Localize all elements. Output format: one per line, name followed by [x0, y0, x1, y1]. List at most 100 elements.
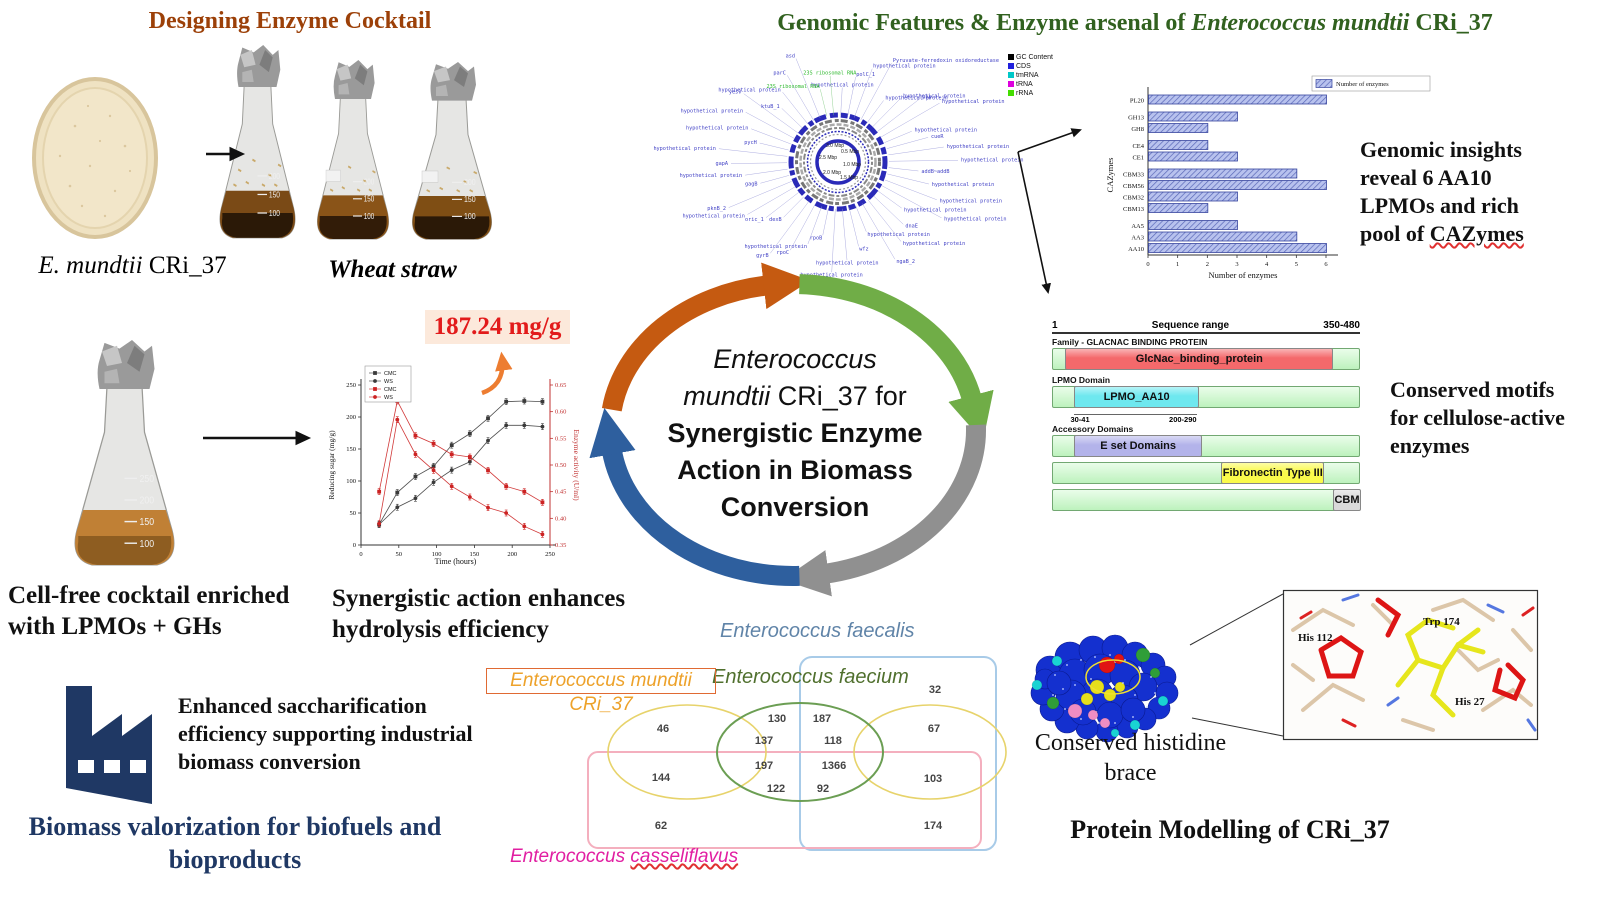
rect-decor — [245, 180, 250, 185]
text-decor: CBM13 — [1123, 206, 1144, 213]
domain-header-center: Sequence range — [1151, 320, 1230, 331]
text-decor: AA5 — [1131, 223, 1144, 230]
domain-segment: CBM — [1332, 489, 1361, 511]
text-decor: pycH — [744, 140, 757, 146]
venn-label-mundtii: Enterococcus mundtii CRi_37 — [486, 668, 716, 715]
text-decor: 6 — [1324, 261, 1328, 268]
domain-range-start: 30-41 — [1070, 415, 1090, 424]
genome-legend-swatch — [1008, 72, 1014, 78]
polyline-decor — [1401, 718, 1435, 732]
circle-decor — [123, 144, 127, 148]
genome-legend-item: CDS — [1008, 62, 1053, 71]
rect-decor — [1315, 79, 1333, 88]
text-decor: hypothetical protein — [903, 93, 965, 99]
circle-decor — [540, 424, 545, 429]
circle-decor — [373, 379, 377, 383]
text-decor: ngaB_2 — [896, 259, 915, 265]
line-decor — [745, 112, 795, 139]
text-decor: CAZymes — [1105, 158, 1115, 193]
polyline-decor — [1291, 607, 1355, 632]
e-mundtii-label-italic: E. mundtii — [38, 252, 143, 279]
text-decor: 250 — [346, 382, 356, 389]
text-decor: hypothetical protein — [718, 87, 780, 93]
text-decor: php — [922, 94, 931, 100]
polyline-decor — [1455, 627, 1481, 648]
text-decor: WS — [384, 379, 393, 385]
bar-CBM33 — [1148, 168, 1298, 179]
circle-decor — [1094, 656, 1096, 658]
text-decor: Pyruvate-ferredoxin oxidoreductase — [893, 58, 999, 64]
venn-label-casseliflavus: Enterococcus casseliflavus — [510, 846, 738, 868]
factory-icon — [66, 686, 152, 804]
venn-count: 122 — [766, 783, 786, 795]
polyline-decor — [378, 424, 543, 525]
rect-decor — [473, 170, 478, 175]
text-decor: 200 — [464, 178, 476, 188]
text-decor: pknB_2 — [707, 206, 726, 212]
cycle-arrow-blue — [589, 408, 800, 586]
text-decor: CE4 — [1132, 143, 1144, 150]
wheat-straw-flask-1: 200 150 100 — [219, 45, 296, 239]
genome-legend-label: GC Content — [1016, 54, 1053, 61]
circle-decor — [86, 104, 90, 108]
circle-decor — [809, 133, 867, 191]
circle-decor — [1054, 674, 1056, 676]
circle-decor — [540, 532, 545, 537]
rect-decor — [373, 371, 377, 375]
text-decor: 150 — [269, 190, 280, 200]
text-decor: 100 — [432, 551, 442, 558]
text-decor: 150 — [464, 195, 476, 205]
line-decor — [807, 206, 822, 245]
polyline-decor — [1511, 628, 1533, 652]
line-decor — [787, 75, 814, 121]
text-decor: 3.0 Mbp — [826, 143, 844, 149]
circle-decor — [1114, 722, 1116, 724]
text-decor: 200 — [507, 551, 517, 558]
text-decor: 0.35 — [555, 542, 566, 549]
circle-decor — [815, 139, 861, 185]
ellipse-decor — [42, 87, 148, 229]
hydrolysis-line-chart: 0 50 100 150 200 2500501001502002500.350.400.… — [327, 365, 581, 566]
text-decor: 4 — [1265, 261, 1269, 268]
rect-decor — [467, 431, 472, 436]
bar-AA5 — [1148, 220, 1238, 230]
text-decor: 100 — [346, 478, 356, 485]
text-decor: 0 — [359, 551, 362, 558]
cell-free-cocktail-flask: 250 200 150 100 — [74, 340, 175, 566]
polygon-decor — [259, 49, 273, 73]
venn-casseliflavus-species: casseliflavus — [630, 846, 739, 867]
rect-decor — [395, 490, 400, 495]
genome-legend-item: rRNA — [1008, 89, 1053, 98]
circle-decor — [1080, 718, 1082, 720]
polyline-decor — [1341, 718, 1357, 728]
wheat-straw-flask-3: 200 150 100 — [412, 62, 492, 240]
text-decor: hypothetical protein — [816, 260, 878, 266]
polyline-decor — [378, 418, 543, 535]
arrow-genome-to-barchart — [1017, 128, 1082, 153]
text-decor: polC_1 — [856, 72, 875, 78]
polyline-decor — [1371, 603, 1395, 627]
rect-decor — [104, 760, 120, 773]
venn-count: 187 — [812, 713, 832, 725]
text-decor: hypothetical protein — [653, 146, 715, 152]
circle-decor — [806, 130, 870, 194]
text-decor: Number of enzymes — [1209, 270, 1278, 280]
circle-decor — [80, 204, 84, 208]
text-decor: hypothetical protein — [942, 99, 1004, 105]
circle-decor — [1066, 664, 1068, 666]
polyline-decor — [1526, 718, 1537, 732]
text-decor: 2.5 Mbp — [819, 155, 837, 161]
circle-decor — [449, 468, 454, 473]
rect-decor — [446, 166, 451, 170]
circle-decor — [68, 184, 72, 188]
bar-CE1 — [1148, 151, 1238, 162]
polyline-decor — [1481, 687, 1533, 712]
circle-decor — [1087, 709, 1099, 721]
circle-decor — [486, 505, 490, 510]
rect-decor — [469, 189, 474, 193]
circle-decor — [113, 189, 117, 193]
petri-dish-photo — [32, 77, 158, 239]
genomic-insights-text: Genomic insights reveal 6 AA10 LPMOs and… — [1360, 136, 1558, 248]
residue-label-trp174: Trp 174 — [1423, 616, 1460, 628]
